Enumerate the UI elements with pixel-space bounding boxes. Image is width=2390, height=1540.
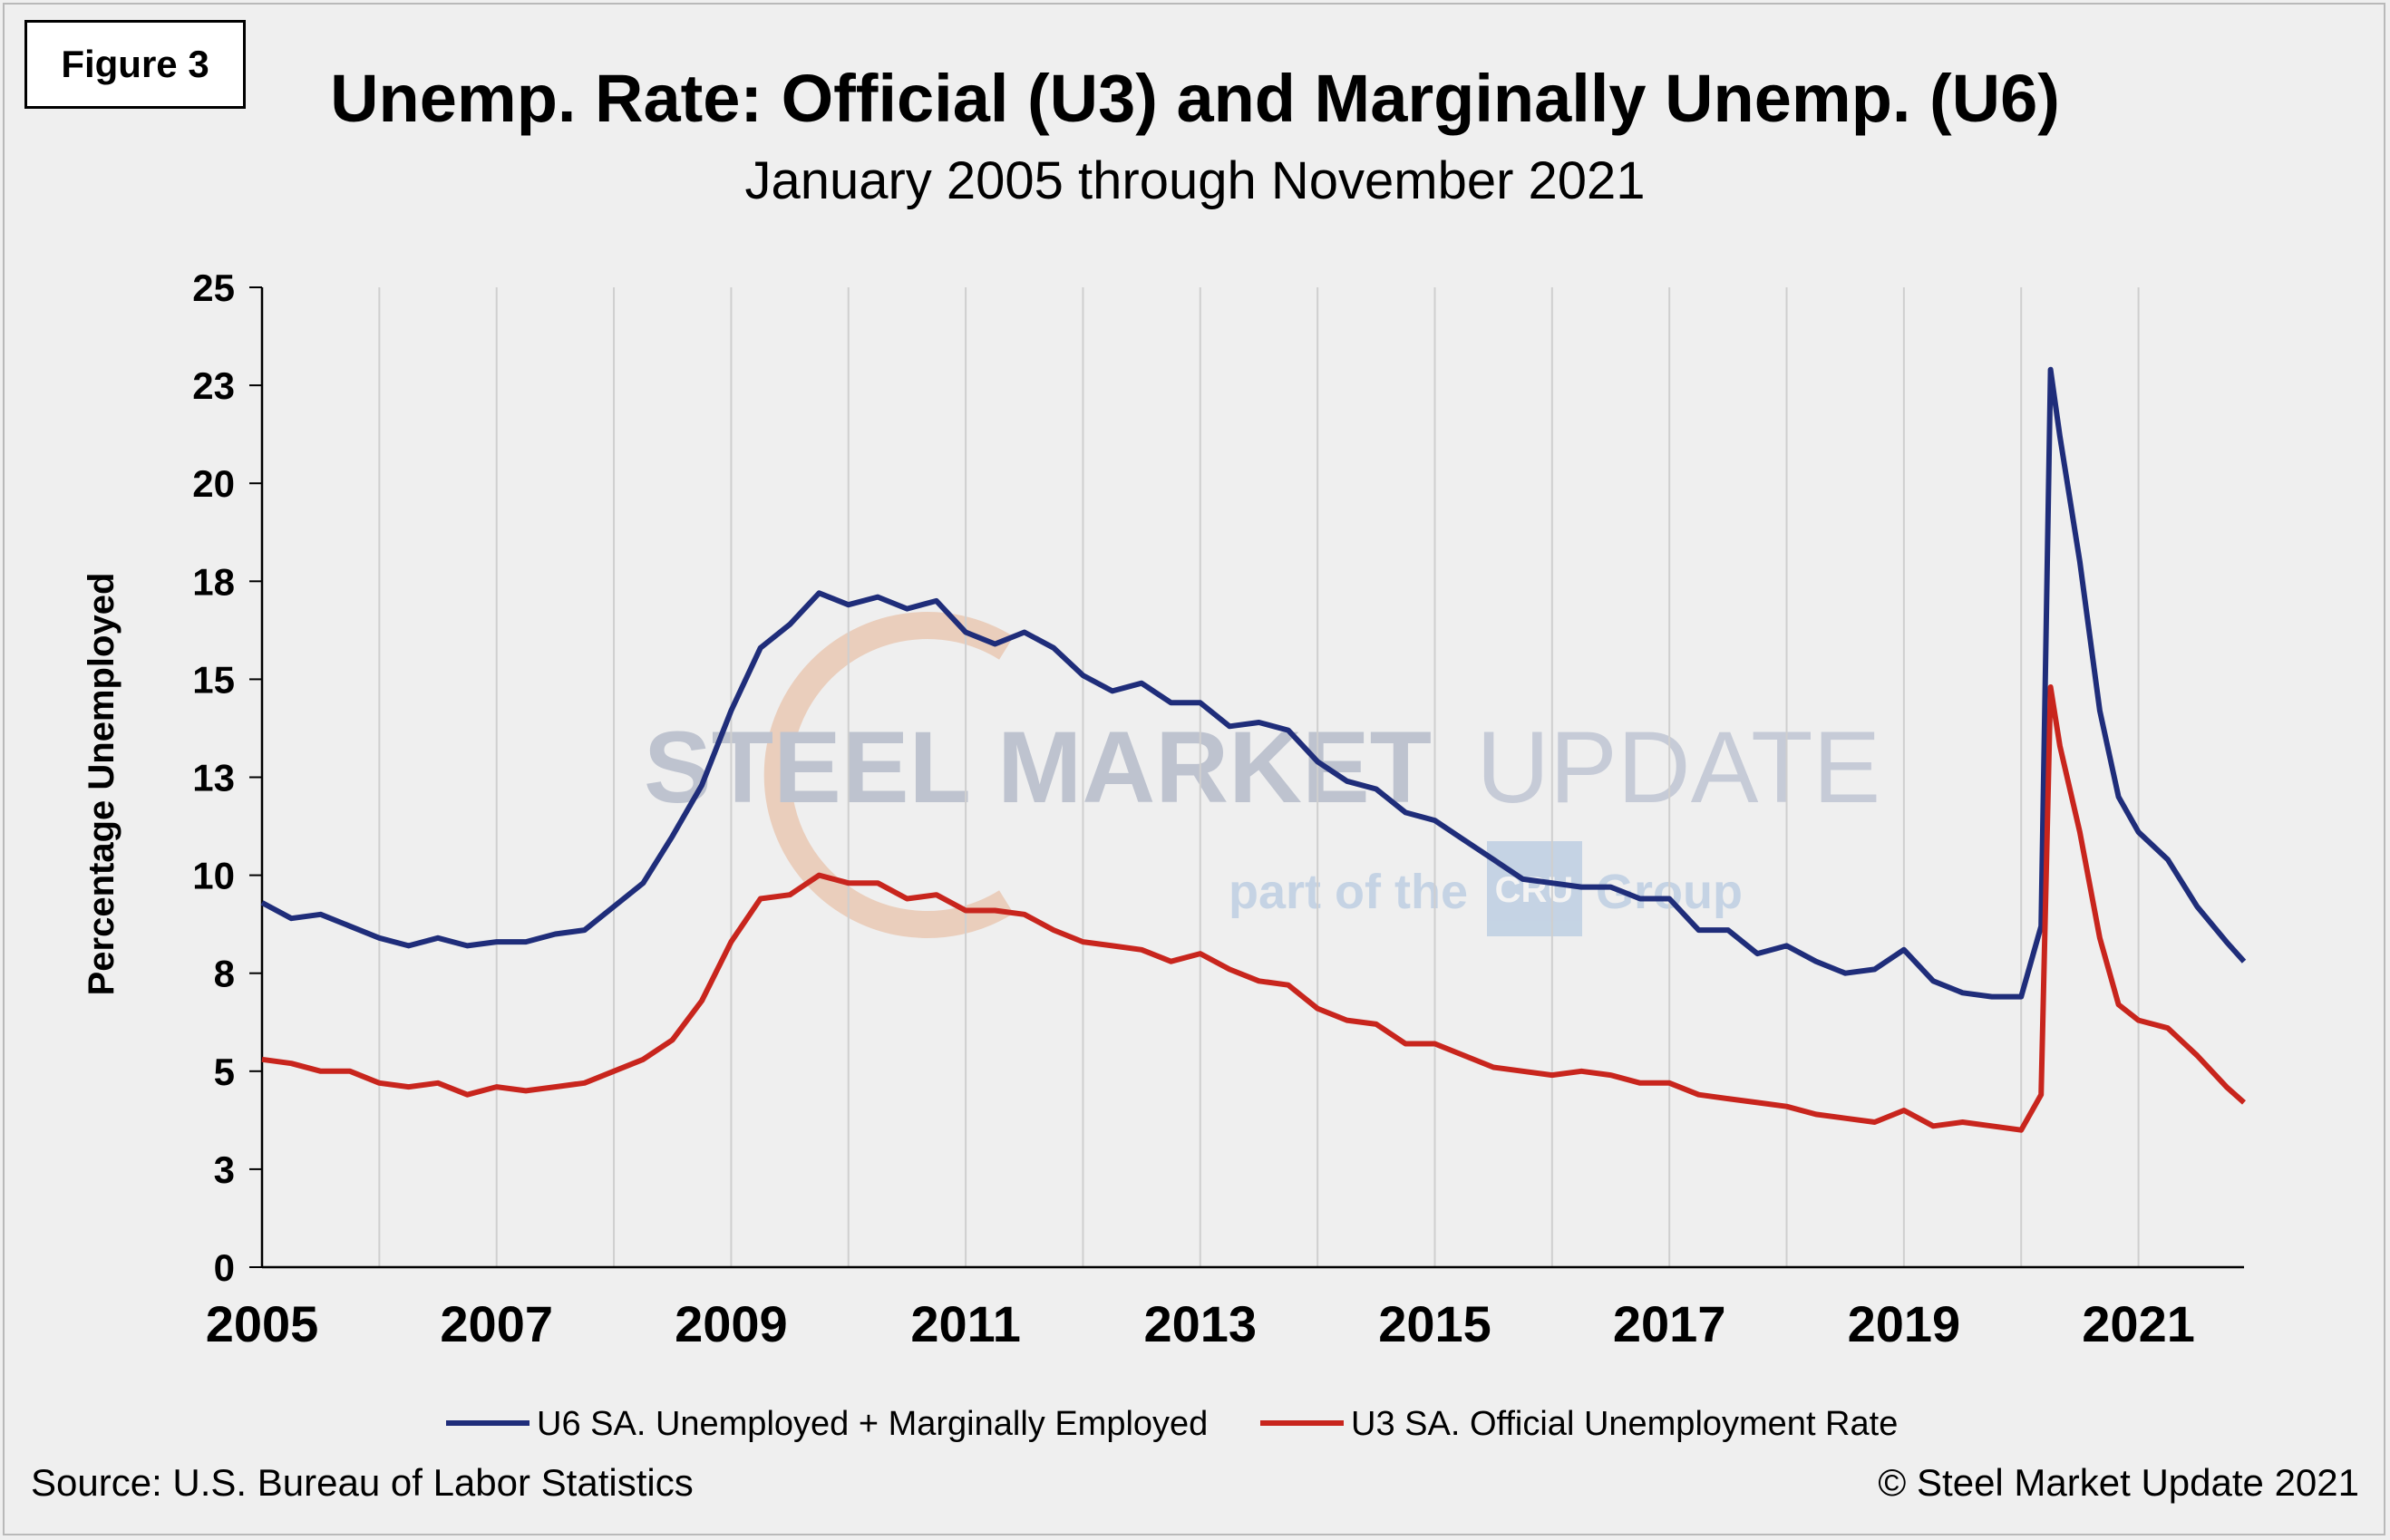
x-tick-label: 2015	[1378, 1295, 1491, 1352]
x-tick-label: 2007	[440, 1295, 553, 1352]
source-note: Source: U.S. Bureau of Labor Statistics	[31, 1461, 694, 1504]
watermark-title: STEEL MARKET UPDATE	[644, 711, 1880, 824]
y-tick-label: 8	[214, 953, 235, 995]
x-tick-label: 2009	[675, 1295, 788, 1352]
axes	[249, 286, 2244, 1269]
x-tick-label: 2011	[910, 1295, 1021, 1352]
series-group	[260, 366, 2247, 1133]
u6-series-line	[260, 366, 2247, 1000]
legend-label: U6 SA. Unemployed + Marginally Employed	[537, 1405, 1208, 1443]
chart-title: Unemp. Rate: Official (U3) and Marginall…	[330, 61, 2060, 136]
x-tick-label: 2017	[1613, 1295, 1726, 1352]
figure-label: Figure 3	[24, 20, 246, 109]
y-tick-labels: 0 3 5 8 10 13 15 18 20 23 25	[192, 266, 235, 1289]
y-tick-label: 0	[214, 1246, 235, 1289]
chart-subtitle: January 2005 through November 2021	[744, 151, 1646, 210]
watermark-logo-box	[1487, 841, 1582, 936]
copyright-note: © Steel Market Update 2021	[1878, 1461, 2359, 1504]
legend: U6 SA. Unemployed + Marginally Employed U…	[446, 1405, 1898, 1443]
y-tick-label: 20	[192, 462, 235, 505]
y-tick-label: 18	[192, 560, 235, 603]
legend-label: U3 SA. Official Unemployment Rate	[1351, 1405, 1898, 1443]
watermark-arc	[763, 612, 1014, 938]
x-tick-label: 2013	[1144, 1295, 1258, 1352]
watermark: STEEL MARKET UPDATE part of the CRU Grou…	[644, 612, 1880, 938]
x-tick-label: 2021	[2082, 1295, 2195, 1352]
x-tick-label: 2019	[1848, 1295, 1961, 1352]
y-tick-label: 23	[192, 364, 235, 407]
x-tick-labels: 2005 2007 2009 2011 2013 2015 2017 2019 2021	[206, 1295, 2195, 1352]
y-tick-label: 5	[214, 1051, 235, 1093]
chart-frame	[3, 3, 2385, 1535]
y-tick-label: 3	[214, 1148, 235, 1191]
y-axis-title: Percentage Unemployed	[82, 573, 121, 996]
x-tick-label: 2005	[206, 1295, 319, 1352]
u3-series-line	[261, 684, 2246, 1133]
y-tick-label: 25	[192, 266, 235, 309]
y-tick-label: 15	[192, 658, 235, 701]
y-tick-label: 10	[192, 855, 235, 897]
watermark-pre: part of the	[1229, 865, 1468, 919]
y-tick-label: 13	[192, 757, 235, 799]
watermark-logo: CRU	[1495, 870, 1574, 910]
